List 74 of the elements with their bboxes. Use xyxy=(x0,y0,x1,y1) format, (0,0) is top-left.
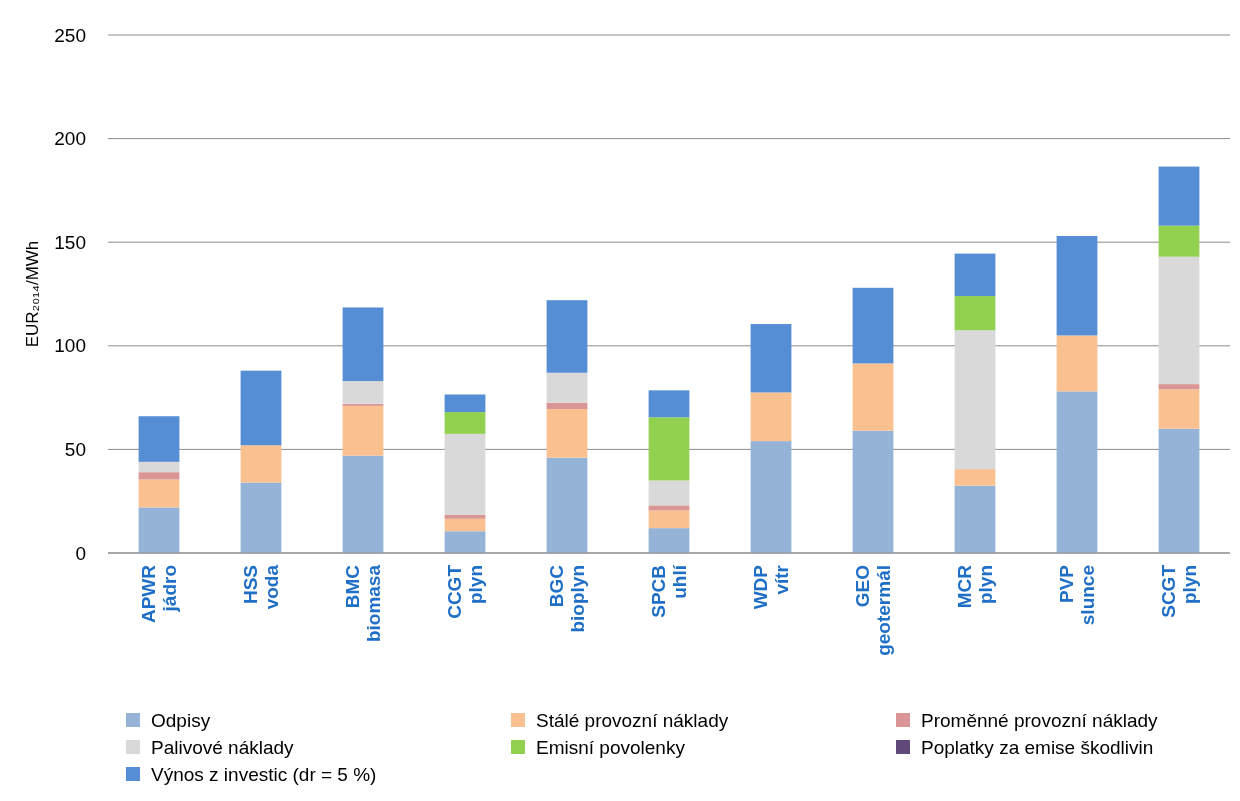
y-tick-label: 150 xyxy=(54,231,86,253)
bar xyxy=(954,253,996,297)
bar xyxy=(954,296,996,331)
bar xyxy=(1056,391,1098,553)
bar xyxy=(342,307,384,382)
bar xyxy=(1158,428,1200,553)
bar xyxy=(648,510,690,529)
bar xyxy=(750,392,792,442)
bar xyxy=(546,372,588,403)
bar xyxy=(240,445,282,483)
legend-label: Stálé provozní náklady xyxy=(536,709,729,731)
bar xyxy=(648,528,690,553)
bar xyxy=(138,507,180,553)
bar xyxy=(546,402,588,409)
bar xyxy=(546,457,588,553)
bar xyxy=(954,469,996,486)
bar xyxy=(546,409,588,458)
x-tick-label: SPCB uhlí xyxy=(647,564,690,618)
bar xyxy=(444,514,486,519)
bar xyxy=(954,330,996,470)
bar xyxy=(1056,235,1098,336)
bar xyxy=(138,461,180,473)
y-tick-label: 50 xyxy=(64,439,86,461)
x-tick-label: BMC biomasa xyxy=(341,564,384,643)
bar xyxy=(342,405,384,456)
x-tick-label: CCGT plyn xyxy=(443,564,486,619)
bar xyxy=(750,441,792,553)
x-tick-label: APWR jádro xyxy=(137,564,180,624)
legend-label: Proměnné provozní náklady xyxy=(921,709,1159,731)
bar xyxy=(444,412,486,434)
bar xyxy=(648,480,690,506)
bar xyxy=(1158,225,1200,257)
bar xyxy=(138,472,180,480)
bar xyxy=(546,300,588,373)
bar xyxy=(648,417,690,481)
x-tick-label: PVP slunce xyxy=(1055,564,1098,626)
bar xyxy=(240,482,282,553)
legend-label: Emisní povolenky xyxy=(536,736,686,758)
bar xyxy=(342,455,384,553)
legend-label: Odpisy xyxy=(151,709,211,731)
bar xyxy=(648,390,690,418)
bar xyxy=(954,485,996,553)
bar xyxy=(648,505,690,511)
bar xyxy=(1158,389,1200,429)
bar xyxy=(1056,335,1098,392)
x-tick-label: SCGT plyn xyxy=(1157,564,1200,618)
legend-label: Palivové náklady xyxy=(151,736,295,758)
bar xyxy=(444,518,486,532)
x-tick-label: BGC bioplyn xyxy=(545,564,588,633)
bar xyxy=(750,324,792,393)
legend-label: Výnos z investic (dr = 5 %) xyxy=(151,763,377,785)
bar xyxy=(240,370,282,446)
bar xyxy=(444,531,486,553)
y-tick-label: 250 xyxy=(54,24,86,46)
bar xyxy=(1158,166,1200,226)
bar xyxy=(852,287,894,364)
bar xyxy=(342,403,384,406)
y-axis-title: EUR₂₀₁₄/MWh xyxy=(23,240,42,348)
bar xyxy=(1158,256,1200,385)
y-tick-label: 0 xyxy=(75,542,86,564)
x-tick-label: MCR plyn xyxy=(953,564,996,609)
y-tick-label: 200 xyxy=(54,128,86,150)
y-tick-label: 100 xyxy=(54,335,86,357)
bar xyxy=(138,479,180,508)
bar xyxy=(138,416,180,462)
bar xyxy=(852,363,894,431)
bar xyxy=(444,433,486,515)
bar xyxy=(1158,384,1200,390)
bar xyxy=(852,430,894,553)
legend-label: Poplatky za emise škodlivin xyxy=(921,736,1154,758)
bar xyxy=(342,381,384,404)
x-tick-label: WDP vítr xyxy=(749,564,792,610)
bar xyxy=(444,394,486,413)
x-tick-label: HSS voda xyxy=(239,564,282,610)
